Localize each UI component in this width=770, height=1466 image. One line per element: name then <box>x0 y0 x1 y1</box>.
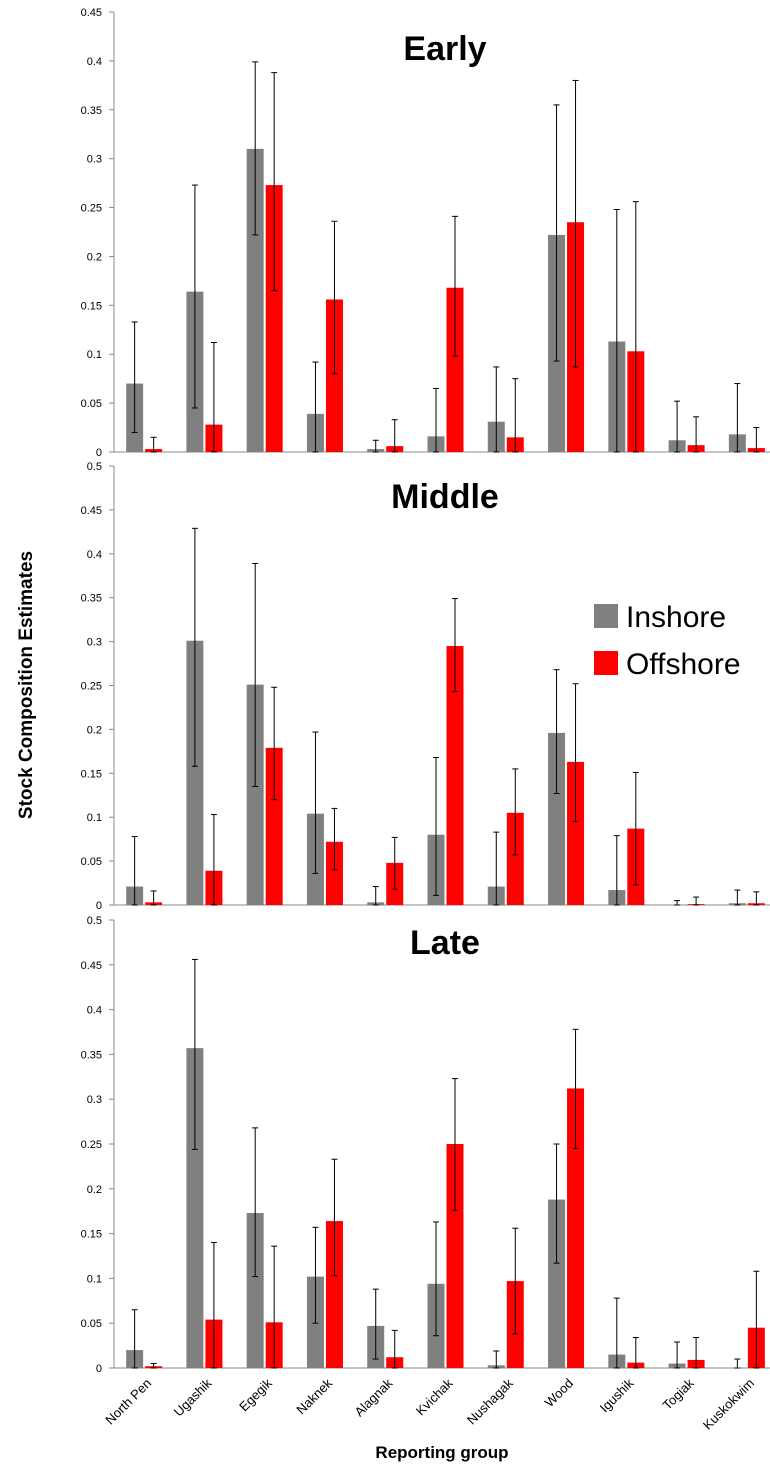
panel-middle: 0 0.05 0.1 0.15 0.2 0.25 0.3 0.35 0.4 0.45 0.5 Midd… <box>81 461 770 912</box>
y-tick-label: 0.5 <box>87 915 102 927</box>
category-label: Igushik <box>597 1375 637 1415</box>
bar-inshore-ugashik <box>186 640 204 905</box>
y-tick-label: 0 <box>96 1363 102 1375</box>
legend-swatch-inshore <box>594 604 618 628</box>
y-tick-label: 0.15 <box>81 1229 102 1241</box>
y-tick-label: 0.3 <box>87 1094 102 1106</box>
panel-title: Middle <box>391 478 499 516</box>
bar-offshore-naknek <box>325 1221 343 1368</box>
y-tick-label: 0.4 <box>87 549 102 561</box>
y-tick-label: 0.05 <box>81 398 102 410</box>
y-tick-label: 0.45 <box>81 7 102 19</box>
bar-offshore-wood <box>567 1088 585 1368</box>
y-tick-label: 0 <box>96 447 102 459</box>
legend-swatch-offshore <box>594 651 618 675</box>
bar-offshore-kvichak <box>446 1144 464 1368</box>
y-tick-label: 0.05 <box>81 1318 102 1330</box>
y-tick-label: 0.1 <box>87 812 102 824</box>
y-tick-label: 0.5 <box>87 461 102 473</box>
y-tick-label: 0.4 <box>87 56 102 68</box>
panel-early: 0 0.05 0.1 0.15 0.2 0.25 0.3 0.35 0.4 0.45 Early <box>81 7 770 459</box>
panel-late: 0 0.05 0.1 0.15 0.2 0.25 0.3 0.35 0.4 0.45 0.5 Late <box>81 915 770 1375</box>
y-tick-label: 0.25 <box>81 203 102 215</box>
category-label: Nushagak <box>464 1375 516 1427</box>
y-tick-label: 0.15 <box>81 768 102 780</box>
legend-label-offshore: Offshore <box>626 648 741 681</box>
y-tick-label: 0.2 <box>87 1184 102 1196</box>
bar-inshore-ugashik <box>186 1048 204 1368</box>
bar-offshore-kvichak <box>446 287 464 452</box>
y-tick-label: 0.45 <box>81 505 102 517</box>
category-label: Ugashik <box>171 1375 215 1419</box>
y-tick-label: 0.15 <box>81 300 102 312</box>
y-tick-label: 0.2 <box>87 251 102 263</box>
y-tick-label: 0.1 <box>87 349 102 361</box>
category-label: Alagnak <box>352 1375 396 1419</box>
category-label: North Pen <box>102 1376 154 1428</box>
y-tick-label: 0.1 <box>87 1273 102 1285</box>
bar-offshore-naknek <box>325 841 343 905</box>
category-label: Wood <box>542 1376 576 1410</box>
bar-offshore-wood <box>567 761 585 905</box>
bar-offshore-kvichak <box>446 645 464 905</box>
y-tick-label: 0 <box>96 900 102 912</box>
y-tick-label: 0.35 <box>81 105 102 117</box>
bar-offshore-egegik <box>265 747 283 905</box>
y-tick-label: 0.3 <box>87 154 102 166</box>
panel-title: Early <box>403 30 486 68</box>
y-tick-label: 0.4 <box>87 1005 102 1017</box>
bar-offshore-naknek <box>325 299 343 452</box>
category-label: Togiak <box>660 1375 698 1413</box>
y-tick-label: 0.2 <box>87 724 102 736</box>
legend: Inshore Offshore <box>594 601 741 681</box>
y-axis-label: Stock Composition Estimates <box>16 551 37 819</box>
y-tick-label: 0.35 <box>81 1049 102 1061</box>
category-label: Egegik <box>236 1375 275 1414</box>
bar-inshore-egegik <box>246 148 264 452</box>
y-tick-label: 0.05 <box>81 856 102 868</box>
y-tick-label: 0.25 <box>81 1139 102 1151</box>
x-axis-label: Reporting group <box>375 1443 508 1462</box>
bar-inshore-wood <box>548 732 566 905</box>
y-tick-label: 0.3 <box>87 637 102 649</box>
legend-label-inshore: Inshore <box>626 601 726 634</box>
y-tick-label: 0.45 <box>81 960 102 972</box>
bar-inshore-wood <box>548 1199 566 1368</box>
category-label: Kuskokwim <box>700 1376 757 1433</box>
category-label: Naknek <box>293 1375 335 1417</box>
bar-offshore-nushagak <box>506 812 524 905</box>
y-tick-label: 0.35 <box>81 593 102 605</box>
category-label: Kvichak <box>413 1375 456 1418</box>
bar-offshore-egegik <box>265 185 283 453</box>
y-tick-label: 0.25 <box>81 681 102 693</box>
bar-inshore-egegik <box>246 684 264 905</box>
panel-title: Late <box>410 924 480 962</box>
bar-inshore-egegik <box>246 1212 264 1368</box>
